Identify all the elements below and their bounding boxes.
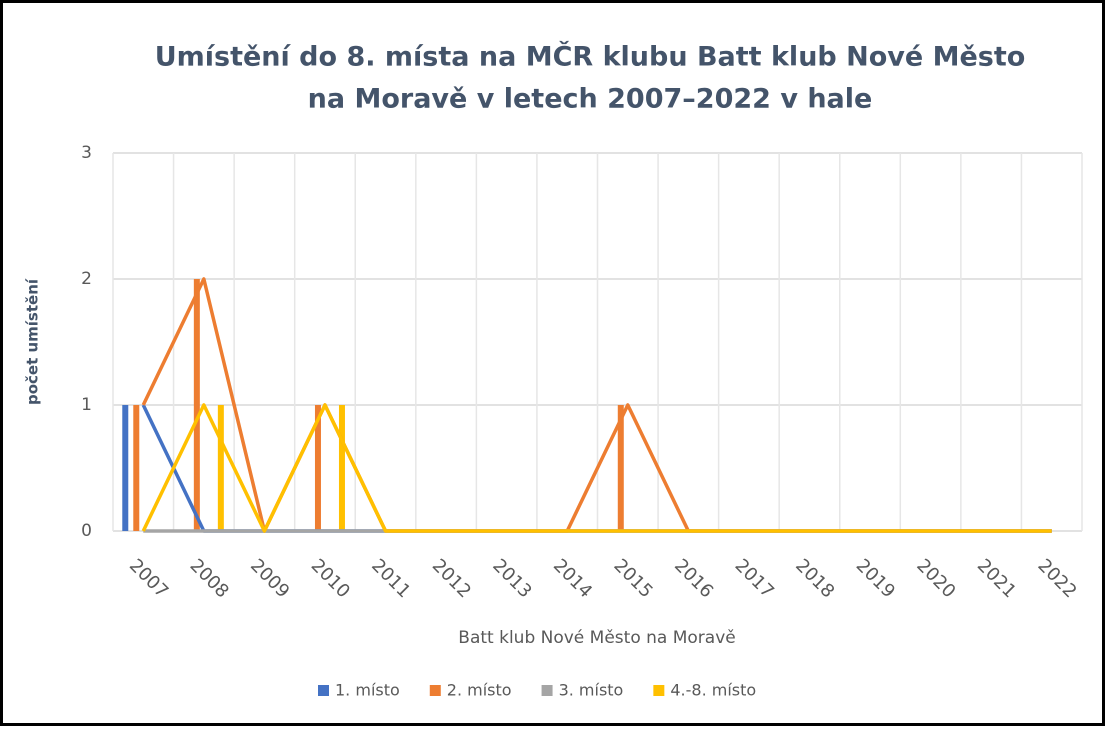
chart-title: na Moravě v letech 2007–2022 v hale bbox=[308, 84, 873, 115]
bar bbox=[217, 405, 224, 531]
bar bbox=[122, 405, 129, 531]
y-tick-label: 0 bbox=[81, 521, 92, 541]
legend-swatch bbox=[653, 685, 665, 696]
series-line bbox=[141, 403, 1052, 533]
legend-label: 3. místo bbox=[559, 681, 624, 700]
legend-label: 2. místo bbox=[447, 681, 512, 700]
y-tick-label: 1 bbox=[81, 395, 92, 415]
bar bbox=[133, 405, 140, 531]
legend-swatch bbox=[318, 685, 329, 696]
bar bbox=[193, 279, 200, 531]
legend-label: 1. místo bbox=[335, 681, 400, 700]
legend-label: 4.-8. místo bbox=[670, 681, 756, 700]
y-tick-label: 3 bbox=[81, 143, 92, 163]
y-axis-label: počet umístění bbox=[24, 278, 42, 405]
bar bbox=[617, 405, 624, 531]
x-axis-label: Batt klub Nové Město na Moravě bbox=[458, 628, 735, 648]
bar bbox=[314, 405, 321, 531]
legend-swatch bbox=[429, 685, 441, 696]
bar bbox=[338, 405, 345, 531]
chart-title: Umístění do 8. místa na MČR klubu Batt k… bbox=[155, 41, 1026, 73]
y-tick-label: 2 bbox=[81, 269, 92, 289]
legend-swatch bbox=[541, 685, 553, 696]
